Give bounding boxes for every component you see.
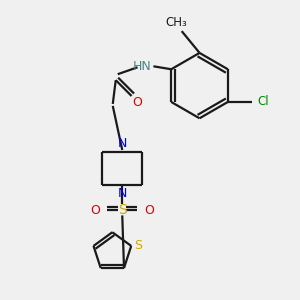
Text: Cl: Cl <box>258 95 269 108</box>
Text: HN: HN <box>133 60 152 73</box>
Text: O: O <box>133 96 142 110</box>
Text: O: O <box>91 204 100 217</box>
Text: N: N <box>118 136 127 150</box>
Text: S: S <box>134 239 142 252</box>
Text: O: O <box>144 204 154 217</box>
Text: N: N <box>118 187 127 200</box>
Text: CH₃: CH₃ <box>166 16 188 29</box>
Text: S: S <box>118 203 127 218</box>
